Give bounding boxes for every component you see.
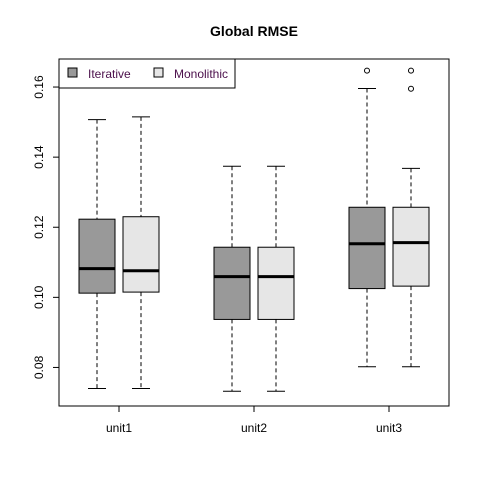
legend-item-monolithic: Monolithic — [153, 67, 228, 81]
box-iqr — [78, 218, 116, 294]
box-iqr — [392, 206, 430, 287]
box-iqr — [257, 246, 295, 320]
outlier-point — [408, 85, 414, 92]
chart-title: Global RMSE — [210, 23, 298, 39]
y-tick-label: 0.16 — [32, 75, 46, 99]
legend-label: Iterative — [88, 67, 131, 81]
y-tick-label: 0.14 — [32, 145, 46, 169]
outlier-point — [408, 67, 414, 74]
y-axis: 0.08 0.10 0.12 0.14 0.16 — [32, 75, 60, 379]
legend-swatch — [67, 67, 78, 78]
y-tick-label: 0.12 — [32, 215, 46, 239]
legend-box — [58, 58, 236, 89]
box-iqr — [122, 216, 160, 293]
box-unit1-monolithic — [122, 116, 160, 389]
legend-swatch — [153, 67, 164, 78]
legend-item-iterative: Iterative — [67, 67, 131, 81]
x-tick-label: unit2 — [241, 421, 267, 435]
box-unit3-iterative — [348, 67, 386, 368]
box-unit3-monolithic — [392, 67, 430, 368]
box-unit2-iterative — [213, 165, 251, 392]
x-axis: unit1 unit2 unit3 — [106, 405, 402, 435]
plot-area: 0.08 0.10 0.12 0.14 0.16 unit1 unit2 unit3 Itera… — [32, 58, 450, 435]
box-unit2-monolithic — [257, 165, 295, 392]
y-tick-label: 0.08 — [32, 355, 46, 379]
plot-frame — [58, 58, 450, 407]
box-iqr — [348, 206, 386, 290]
box-unit1-iterative — [78, 119, 116, 389]
outlier-point — [364, 67, 370, 74]
legend-label: Monolithic — [174, 67, 228, 81]
box-iqr — [213, 246, 251, 320]
x-tick-label: unit1 — [106, 421, 132, 435]
legend: Iterative Monolithic — [58, 58, 236, 89]
y-tick-label: 0.10 — [32, 285, 46, 309]
x-tick-label: unit3 — [376, 421, 402, 435]
